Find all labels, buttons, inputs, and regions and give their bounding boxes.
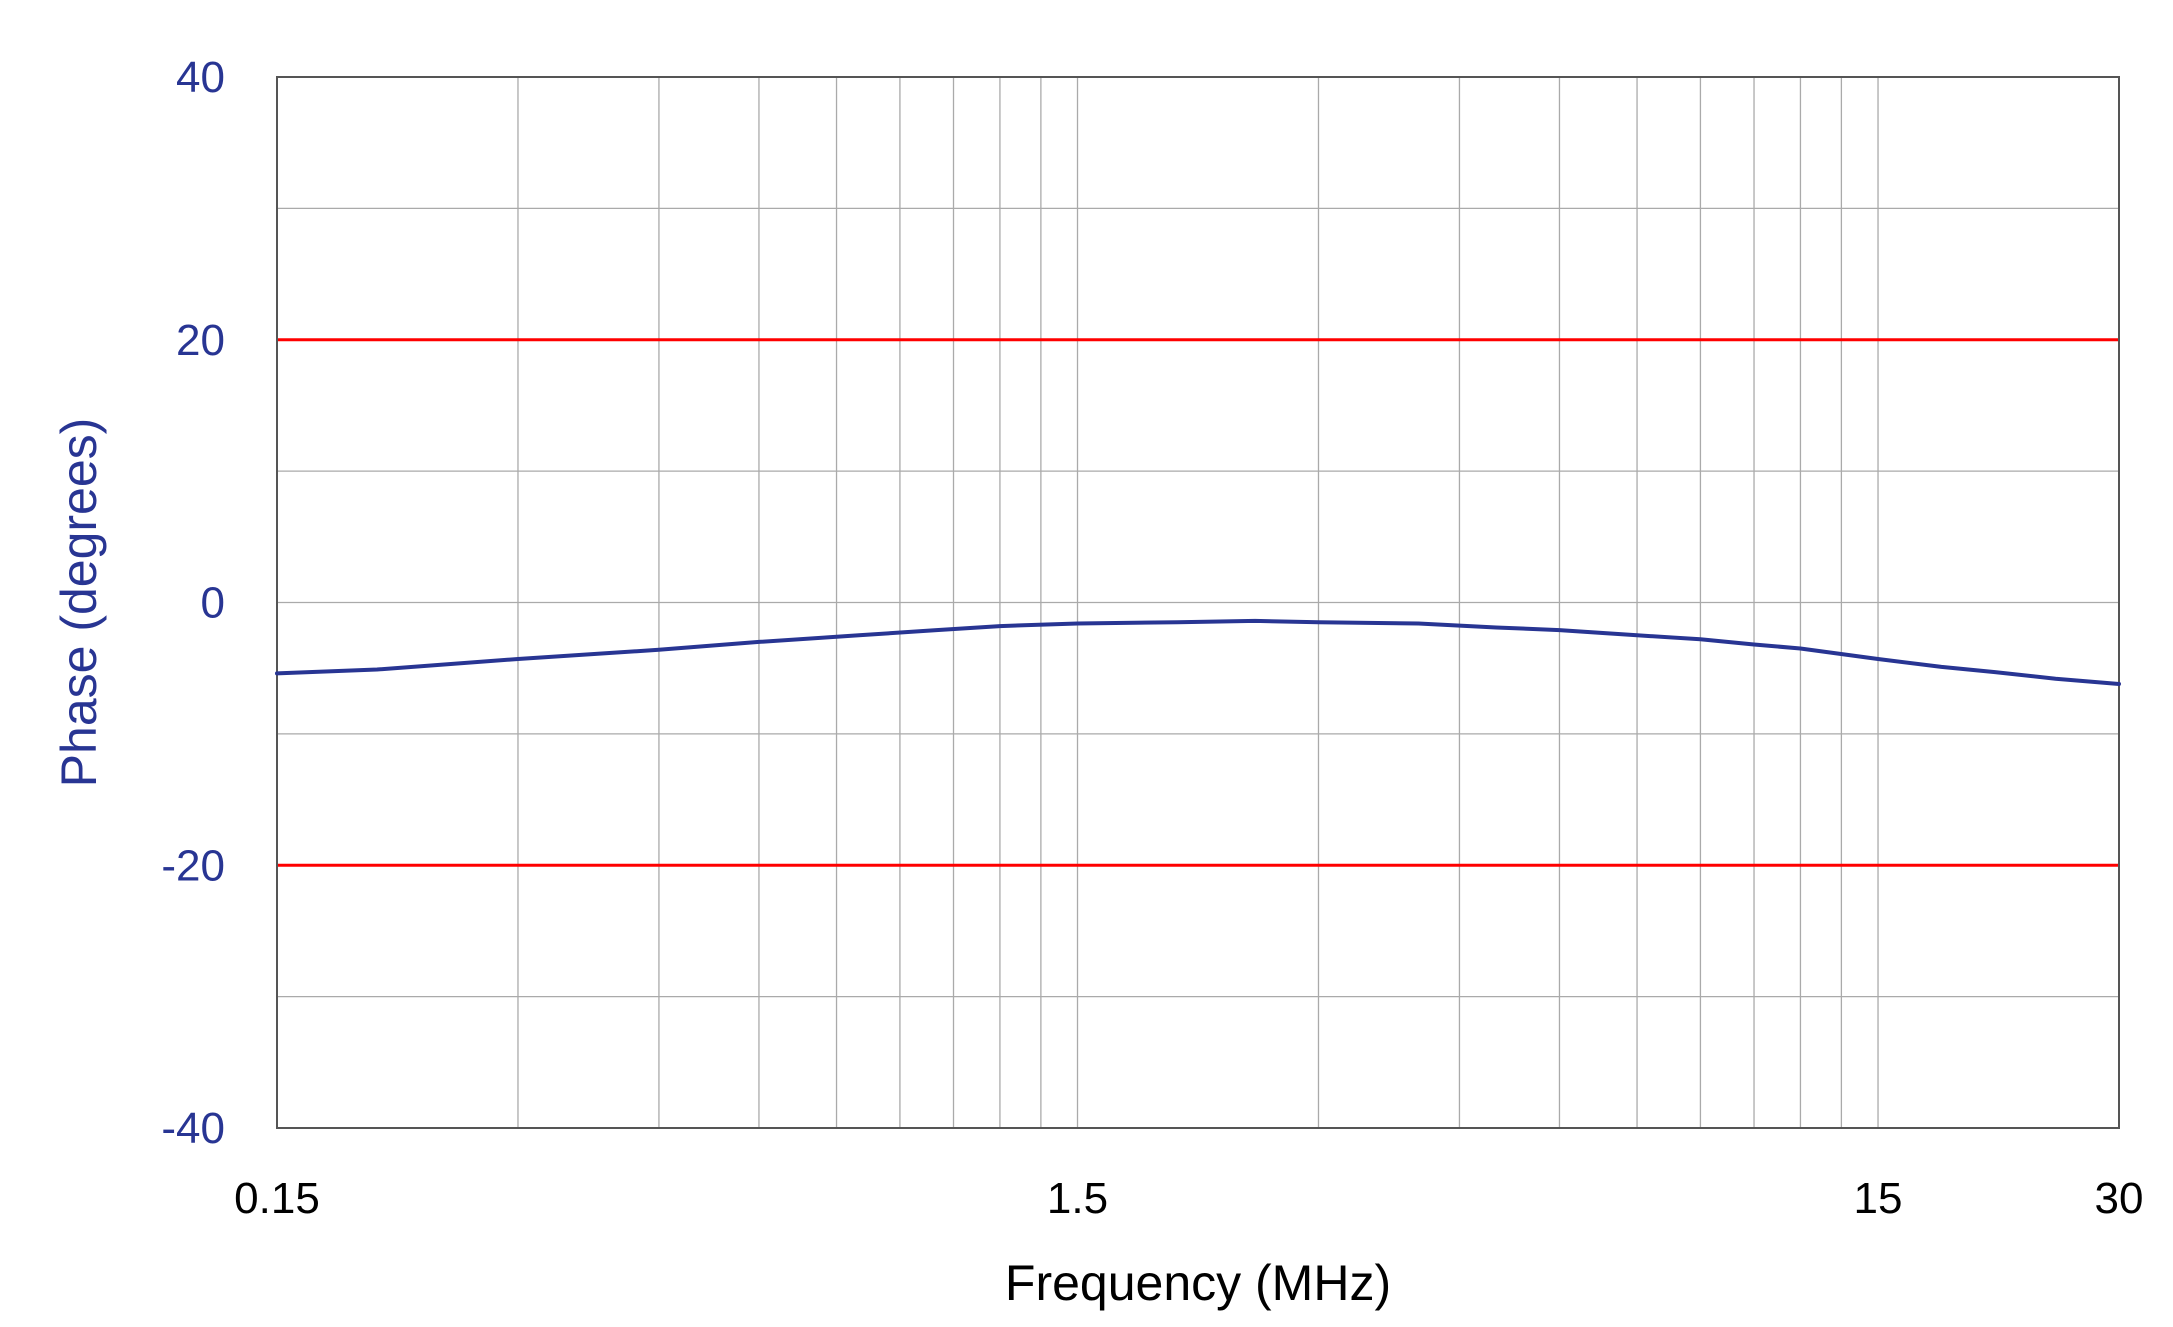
x-tick-labels: 0.15 1.5 15 30 — [234, 1174, 2143, 1223]
x-tick-label: 1.5 — [1047, 1174, 1108, 1223]
x-axis-title: Frequency (MHz) — [1005, 1255, 1391, 1311]
y-axis-title: Phase (degrees) — [51, 418, 107, 788]
y-tick-label: 40 — [176, 53, 225, 102]
y-tick-label: 0 — [201, 579, 225, 628]
limit-lines — [277, 338, 2119, 867]
series-line — [275, 618, 2121, 686]
y-tick-label: 20 — [176, 316, 225, 365]
series-layer — [275, 618, 2121, 686]
y-tick-labels: 40 20 0 -20 -40 — [161, 53, 225, 1153]
y-tick-label: -40 — [161, 1104, 225, 1153]
x-tick-label: 0.15 — [234, 1174, 320, 1223]
y-tick-label: -20 — [161, 841, 225, 890]
plot-frame — [276, 76, 2120, 1129]
grid-lines — [276, 77, 2120, 1128]
x-tick-label: 15 — [1854, 1174, 1903, 1223]
x-tick-label: 30 — [2095, 1174, 2144, 1223]
